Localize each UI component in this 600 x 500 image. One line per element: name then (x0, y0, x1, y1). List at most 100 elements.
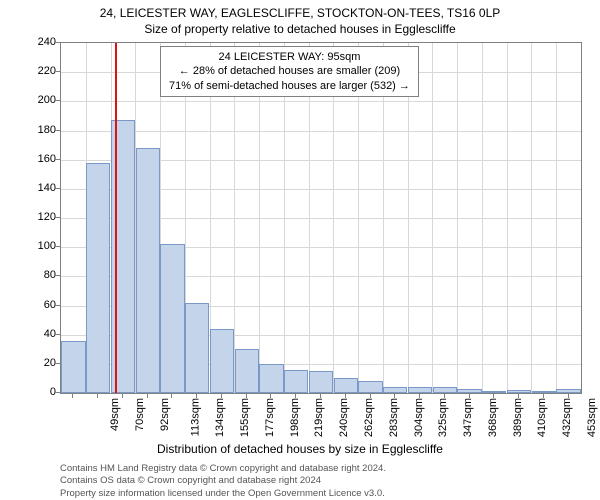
attribution-line1: Contains HM Land Registry data © Crown c… (60, 463, 386, 475)
histogram-bar (160, 244, 184, 393)
x-tick-mark (72, 393, 73, 398)
y-tick-label: 140 (16, 182, 56, 194)
x-tick-mark (171, 393, 172, 398)
y-tick-label: 20 (16, 357, 56, 369)
grid-line-h (61, 101, 581, 102)
grid-line-v (556, 43, 557, 393)
y-tick-mark (55, 130, 60, 131)
x-tick-label: 198sqm (289, 398, 301, 437)
attribution-line2: Contains OS data © Crown copyright and d… (60, 475, 386, 487)
x-tick-label: 113sqm (189, 398, 201, 436)
grid-line-v (432, 43, 433, 393)
x-tick-label: 219sqm (314, 398, 326, 437)
x-tick-mark (295, 393, 296, 398)
x-tick-mark (543, 393, 544, 398)
x-tick-label: 368sqm (487, 398, 499, 437)
x-tick-mark (493, 393, 494, 398)
x-tick-mark (122, 393, 123, 398)
attribution-text: Contains HM Land Registry data © Crown c… (60, 463, 386, 500)
histogram-bar (235, 349, 259, 393)
grid-line-v (457, 43, 458, 393)
histogram-bar (358, 381, 382, 393)
x-tick-label: 283sqm (388, 398, 400, 437)
y-tick-mark (55, 42, 60, 43)
x-tick-mark (221, 393, 222, 398)
chart-title-line1: 24, LEICESTER WAY, EAGLESCLIFFE, STOCKTO… (0, 6, 600, 20)
x-tick-label: 325sqm (437, 398, 449, 437)
x-tick-label: 432sqm (561, 398, 573, 437)
histogram-bar (334, 378, 358, 393)
y-tick-label: 120 (16, 211, 56, 223)
y-tick-label: 160 (16, 153, 56, 165)
grid-line-v (507, 43, 508, 393)
histogram-bar (532, 391, 556, 393)
x-tick-mark (97, 393, 98, 398)
y-tick-mark (55, 363, 60, 364)
y-tick-label: 180 (16, 124, 56, 136)
histogram-bar (111, 120, 135, 393)
x-tick-mark (568, 393, 569, 398)
x-tick-mark (469, 393, 470, 398)
y-tick-mark (55, 275, 60, 276)
y-tick-mark (55, 100, 60, 101)
x-tick-mark (419, 393, 420, 398)
x-tick-mark (270, 393, 271, 398)
y-tick-mark (55, 71, 60, 72)
x-tick-label: 155sqm (239, 398, 251, 437)
histogram-bar (309, 371, 333, 393)
histogram-bar (86, 163, 110, 393)
y-tick-label: 0 (16, 386, 56, 398)
attribution-line3: Property size information licensed under… (60, 488, 386, 500)
histogram-bar (259, 364, 283, 393)
x-tick-label: 70sqm (134, 398, 146, 431)
chart-plot-area: 24 LEICESTER WAY: 95sqm ← 28% of detache… (60, 42, 582, 394)
x-tick-mark (147, 393, 148, 398)
histogram-bar (136, 148, 160, 393)
x-tick-label: 347sqm (462, 398, 474, 437)
x-tick-label: 304sqm (413, 398, 425, 437)
y-tick-label: 80 (16, 269, 56, 281)
grid-line-h (61, 131, 581, 132)
annotation-line1: 24 LEICESTER WAY: 95sqm (169, 50, 410, 64)
x-tick-label: 262sqm (363, 398, 375, 437)
y-tick-mark (55, 188, 60, 189)
x-tick-mark (370, 393, 371, 398)
y-tick-label: 220 (16, 65, 56, 77)
y-tick-mark (55, 334, 60, 335)
chart-container: 24, LEICESTER WAY, EAGLESCLIFFE, STOCKTO… (0, 0, 600, 500)
x-tick-label: 410sqm (536, 398, 548, 437)
histogram-bar (185, 303, 209, 393)
histogram-bar (556, 389, 580, 393)
x-tick-label: 389sqm (512, 398, 524, 437)
annotation-box: 24 LEICESTER WAY: 95sqm ← 28% of detache… (160, 46, 419, 97)
x-tick-mark (394, 393, 395, 398)
x-tick-mark (246, 393, 247, 398)
y-tick-mark (55, 305, 60, 306)
reference-line (115, 43, 117, 393)
y-tick-mark (55, 217, 60, 218)
y-tick-label: 240 (16, 36, 56, 48)
grid-line-v (482, 43, 483, 393)
x-tick-label: 240sqm (338, 398, 350, 437)
y-tick-label: 100 (16, 240, 56, 252)
x-tick-label: 92sqm (159, 398, 171, 431)
x-tick-mark (518, 393, 519, 398)
histogram-bar (457, 389, 481, 393)
x-tick-label: 134sqm (215, 398, 227, 437)
histogram-bar (433, 387, 457, 393)
y-tick-mark (55, 392, 60, 393)
histogram-bar (284, 370, 308, 393)
y-tick-label: 200 (16, 94, 56, 106)
histogram-bar (61, 341, 85, 394)
x-tick-label: 177sqm (264, 398, 276, 437)
y-tick-mark (55, 159, 60, 160)
x-tick-mark (345, 393, 346, 398)
x-axis-label: Distribution of detached houses by size … (0, 442, 600, 456)
x-tick-label: 49sqm (109, 398, 121, 431)
x-tick-mark (196, 393, 197, 398)
annotation-line2: ← 28% of detached houses are smaller (20… (169, 64, 410, 78)
annotation-line3: 71% of semi-detached houses are larger (… (169, 79, 410, 93)
grid-line-v (531, 43, 532, 393)
x-tick-label: 453sqm (586, 398, 598, 437)
x-tick-mark (444, 393, 445, 398)
